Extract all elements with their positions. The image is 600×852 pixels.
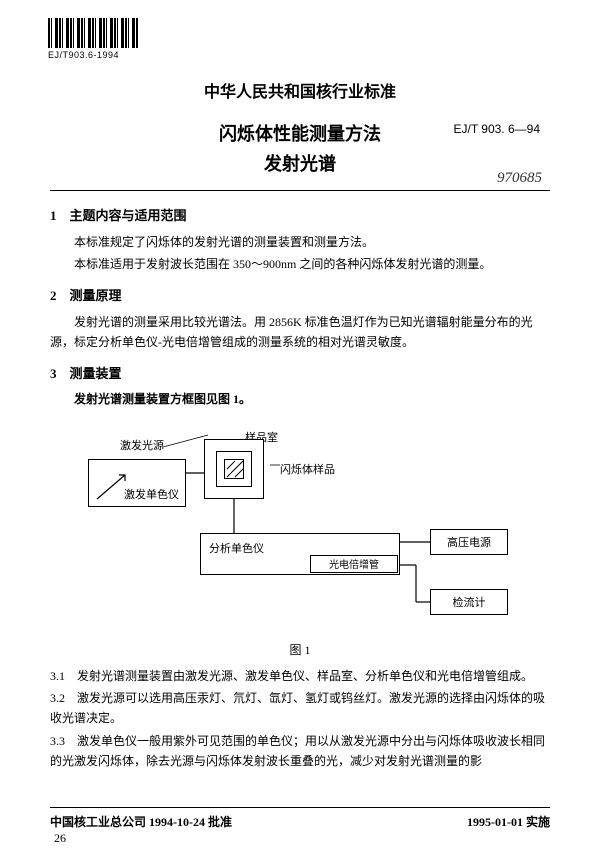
figure-1-caption: 图 1 <box>50 641 550 658</box>
section2-p1: 发射光谱的测量采用比较光谱法。用 2856K 标准色温灯作为已知光谱辐射能量分布… <box>50 312 550 353</box>
title-main: 闪烁体性能测量方法 <box>219 120 381 146</box>
section1-heading: 1 主题内容与适用范围 <box>50 205 550 224</box>
footer-right: 1995-01-01 实施 <box>467 813 550 830</box>
barcode-bars <box>48 18 138 48</box>
para-3-3: 3.3 激发单色仪一般用紫外可见范围的单色仪；用以从激发光源中分出与闪烁体吸收波… <box>50 731 550 772</box>
barcode-block: EJ/T903.6-1994 <box>48 18 138 60</box>
section3-sub: 发射光谱测量装置方框图见图 1。 <box>50 390 550 407</box>
title-row: 闪烁体性能测量方法 EJ/T 903. 6—94 <box>50 120 550 146</box>
barcode-text: EJ/T903.6-1994 <box>48 50 138 60</box>
divider-bottom <box>50 807 550 808</box>
standard-code: EJ/T 903. 6—94 <box>454 122 541 136</box>
section1-p1: 本标准规定了闪烁体的发射光谱的测量装置和测量方法。 <box>50 232 550 252</box>
footer-row: 中国核工业总公司 1994-10-24 批准 1995-01-01 实施 <box>50 813 550 830</box>
page-number: 26 <box>54 831 66 846</box>
para-3-2: 3.2 激发光源可以选用高压汞灯、氘灯、氙灯、氢灯或钨丝灯。激发光源的选择由闪烁… <box>50 688 550 729</box>
section2-heading: 2 测量原理 <box>50 285 550 304</box>
figure-1-diagram: 激发光源 样品室 闪烁体样品 激发单色仪 分析单色仪 光电倍增管 高压电源 检流… <box>80 417 520 637</box>
para-3-1: 3.1 发射光谱测量装置由激发光源、激发单色仪、样品室、分析单色仪和光电倍增管组… <box>50 666 550 686</box>
title-sub: 发射光谱 <box>50 150 550 176</box>
handwritten-number: 970685 <box>497 170 542 187</box>
section1-p2: 本标准适用于发射波长范围在 350～900nm 之间的各种闪烁体发射光谱的测量。 <box>50 254 550 274</box>
section3-heading: 3 测量装置 <box>50 363 550 382</box>
diagram-connectors <box>80 417 520 637</box>
divider-top <box>50 190 550 191</box>
footer-left: 中国核工业总公司 1994-10-24 批准 <box>50 815 232 829</box>
org-header: 中华人民共和国核行业标准 <box>50 78 550 102</box>
